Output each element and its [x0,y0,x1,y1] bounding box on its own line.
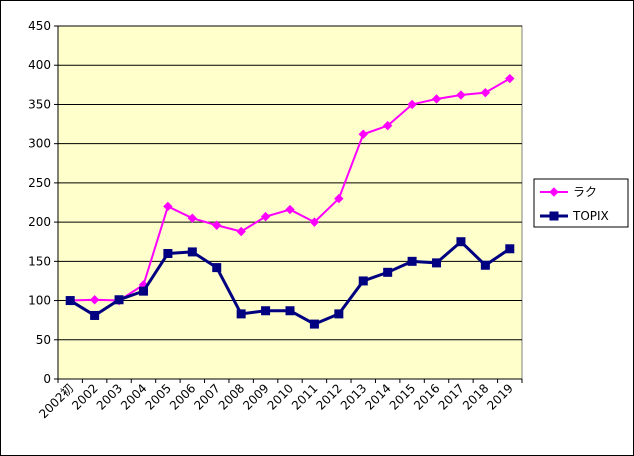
legend-swatch-marker [549,187,559,197]
data-point [212,220,222,230]
legend-swatch-marker [549,211,559,221]
data-point [431,94,442,104]
y-tick-label: 400 [28,58,51,72]
data-point [261,306,271,316]
data-point [456,237,466,247]
y-tick-label: 350 [28,97,51,111]
x-tick-label: 2018 [460,381,491,412]
data-point [309,319,319,329]
data-point [432,258,442,268]
data-point [163,248,173,258]
y-tick-label: 100 [28,294,51,308]
legend-label: TOPIX [572,209,609,223]
data-point [163,201,173,212]
y-tick-label: 200 [28,215,51,229]
data-point [480,260,490,270]
x-tick-label: 2009 [240,381,271,412]
data-point [212,263,222,273]
x-tick-label: 2013 [338,381,369,412]
data-point [285,204,295,215]
x-tick-label: 2007 [191,381,222,412]
data-point [236,309,246,319]
data-point [260,211,271,222]
x-tick-label: 2008 [216,381,247,412]
x-tick-label: 2006 [167,381,198,412]
x-tick-label: 2012 [313,381,344,412]
data-point [505,244,515,254]
data-point [309,217,320,227]
x-tick-label: 2003 [94,381,125,412]
data-point [358,276,368,286]
x-tick-label: 2005 [143,381,174,412]
gridlines [58,25,522,341]
data-point [480,87,491,98]
y-tick-label: 250 [28,176,51,190]
x-tick-label: 2010 [265,381,296,412]
data-point [187,247,197,257]
x-tick-label: 2002 [69,381,100,412]
data-point [456,90,466,100]
x-tick-label: 2004 [118,381,149,412]
data-point [138,286,148,296]
x-tick-label: 2011 [289,381,320,412]
y-tick-label: 450 [28,19,51,33]
data-point [383,267,393,277]
data-point [187,213,198,223]
data-point [89,295,100,305]
y-tick-labels: 0 50 100 150 200 250 300 350 400 450 [28,19,51,386]
plot-area [57,25,523,380]
legend-label: ラク [573,185,597,199]
x-tick-label: 2016 [411,381,442,412]
legend: ラク TOPIX [533,178,629,228]
x-tick-label: 2014 [362,381,393,412]
y-tick-label: 150 [28,254,51,268]
data-point [334,193,344,204]
y-tick-label: 50 [36,333,51,347]
data-point [285,306,295,316]
data-point [90,310,100,320]
data-point [65,296,75,306]
x-tick-label: 2017 [436,381,467,412]
y-tick-label: 0 [43,372,51,386]
data-point [505,73,515,84]
data-point [334,309,344,319]
data-point [407,256,417,266]
data-point [114,295,124,305]
x-tick-labels: 2002初20022003200420052006200720082009201… [36,381,516,421]
data-point [236,226,246,237]
data-point [358,129,368,139]
data-point [382,120,393,131]
series [65,73,515,329]
x-tick-label: 2015 [387,381,418,412]
axes [54,25,523,383]
data-point [407,99,417,110]
x-tick-label: 2019 [484,381,515,412]
y-tick-label: 300 [28,137,51,151]
